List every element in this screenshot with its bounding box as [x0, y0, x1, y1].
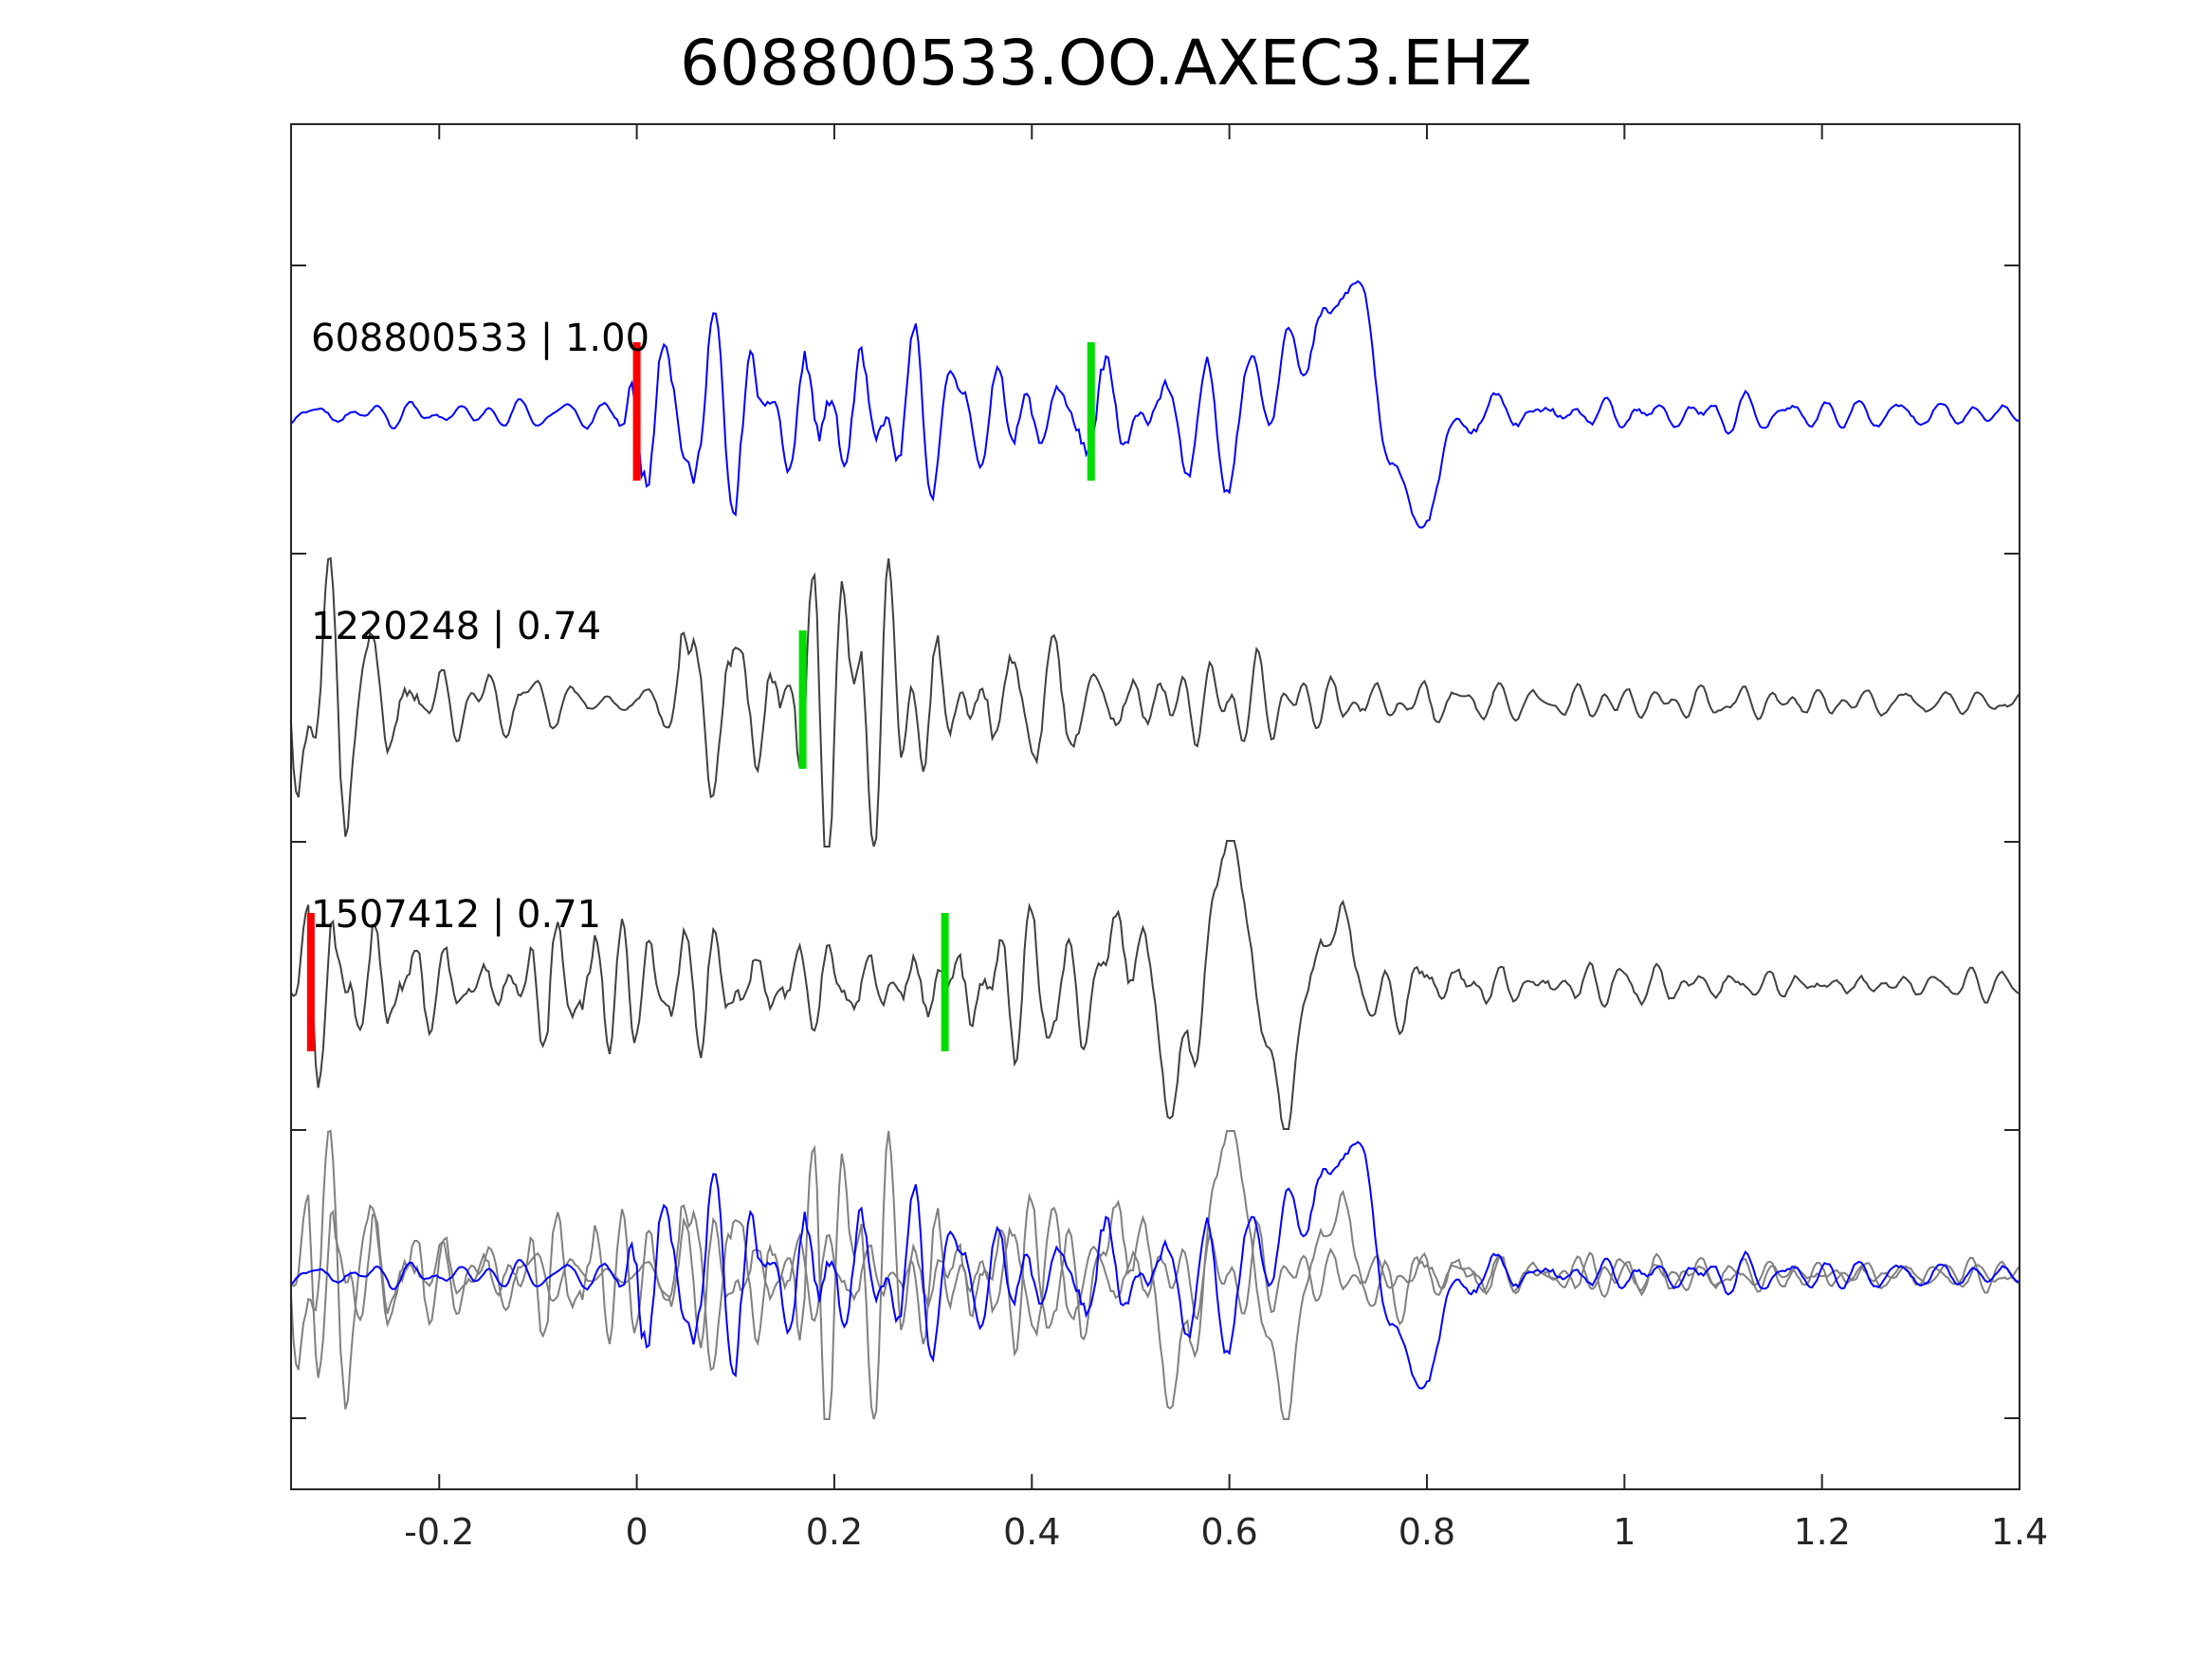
- chart-title: 608800533.OO.AXEC3.EHZ: [680, 27, 1532, 100]
- x-tick-label: 0.8: [1398, 1511, 1455, 1553]
- trace-label-1: 608800533 | 1.00: [311, 317, 649, 360]
- x-tick-label: 0: [626, 1511, 649, 1553]
- axes-box: [290, 123, 2020, 1490]
- trace-label-2: 1220248 | 0.74: [311, 605, 601, 648]
- trace-3-line: [290, 840, 2020, 1130]
- picks-layer: [306, 342, 1095, 1051]
- x-tick-label: 1.4: [1991, 1511, 2048, 1553]
- x-tick-label: 1.2: [1793, 1511, 1850, 1553]
- x-tick-label: 0.2: [806, 1511, 863, 1553]
- y-axis-ticks: [291, 264, 2020, 1419]
- trace-labels: 608800533 | 1.00 1220248 | 0.74 1507412 …: [311, 317, 649, 937]
- x-tick-label: -0.2: [404, 1511, 474, 1553]
- stack-trace-1-line: [290, 1140, 2020, 1390]
- trace-2-line: [290, 556, 2020, 848]
- stack-trace-3-line: [290, 1130, 2020, 1420]
- x-tick-label: 0.4: [1003, 1511, 1060, 1553]
- x-tick-label: 0.6: [1200, 1511, 1257, 1553]
- trace-label-3: 1507412 | 0.71: [311, 893, 601, 937]
- trace-1-line: [290, 280, 2020, 529]
- traces-layer: [290, 280, 2020, 1420]
- x-tick-label: 1: [1613, 1511, 1636, 1553]
- x-axis-ticks: -0.2 0 0.2 0.4 0.6 0.8 1 1.2 1.4: [404, 124, 2048, 1553]
